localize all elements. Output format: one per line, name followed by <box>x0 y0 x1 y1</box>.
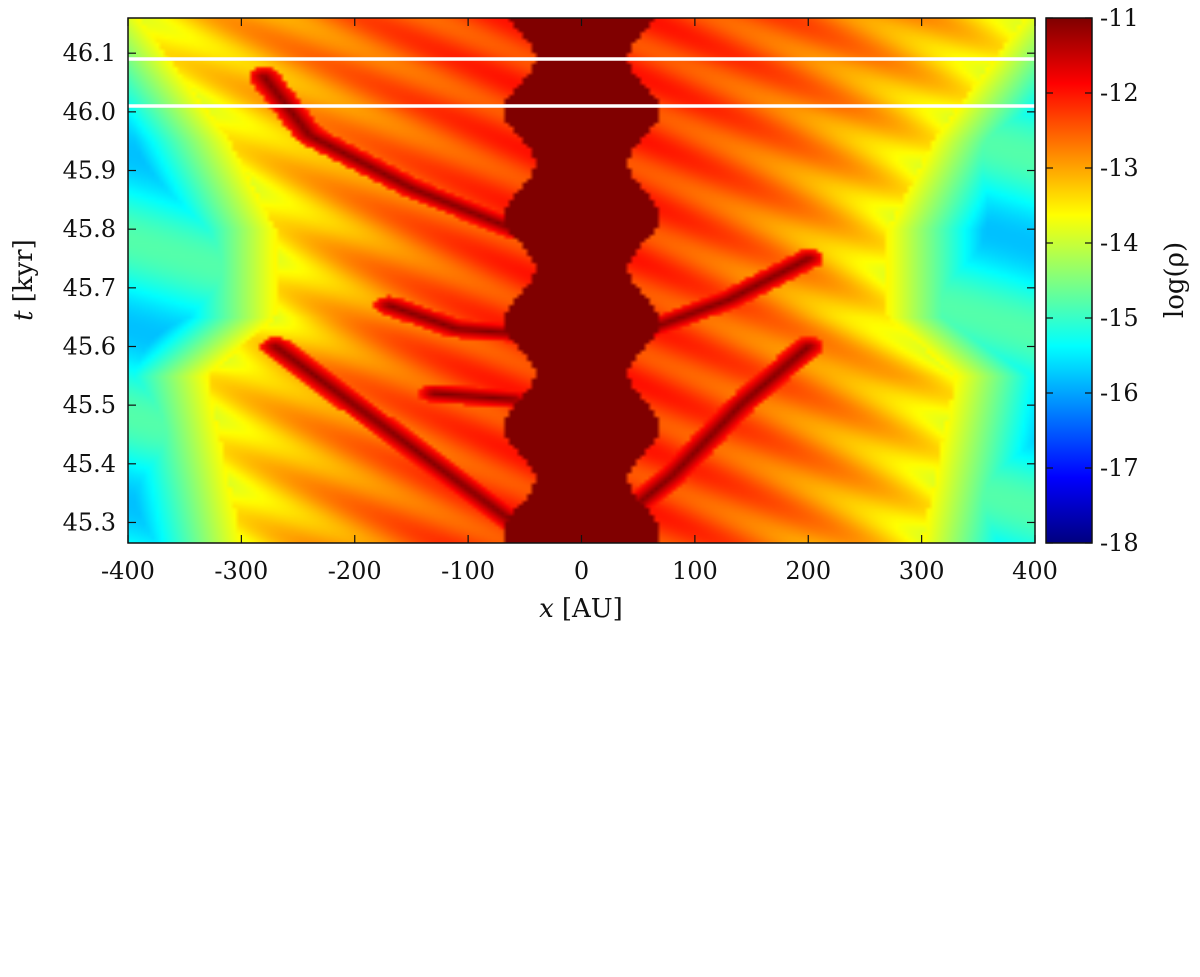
colorbar-tick-label: -15 <box>1100 304 1139 332</box>
x-tick-label: -300 <box>214 557 268 585</box>
x-tick-label: 200 <box>785 557 831 585</box>
colorbar-tick-label: -18 <box>1100 529 1139 557</box>
x-axis-ticks: -400 -300 -200 -100 0 100 200 300 400 <box>101 18 1058 585</box>
y-tick-label: 45.8 <box>63 215 116 243</box>
y-tick-label: 45.5 <box>63 391 116 419</box>
x-tick-label: 0 <box>574 557 589 585</box>
x-tick-label: 400 <box>1012 557 1058 585</box>
y-axis-title: t[kyr] <box>9 239 39 321</box>
y-tick-label: 45.3 <box>63 508 116 536</box>
y-tick-label: 46.0 <box>63 98 116 126</box>
colorbar-ticks: -11 -12 -13 -14 -15 -16 -17 -18 <box>1046 4 1139 557</box>
x-tick-label: -100 <box>441 557 495 585</box>
x-tick-label: 100 <box>672 557 718 585</box>
colorbar-tick-label: -12 <box>1100 79 1139 107</box>
x-axis-title: x [AU] <box>539 594 623 624</box>
y-tick-label: 45.9 <box>63 157 116 185</box>
x-tick-label: -200 <box>328 557 382 585</box>
y-axis-ticks: 45.3 45.4 45.5 45.6 45.7 45.8 45.9 46.0 46.1 <box>63 39 1035 536</box>
y-tick-label: 45.6 <box>63 332 116 360</box>
x-tick-label: 300 <box>899 557 945 585</box>
colorbar-gradient <box>1045 17 1093 544</box>
y-tick-label: 46.1 <box>63 39 116 67</box>
y-tick-label: 45.7 <box>63 274 116 302</box>
heatmap-plot-area: -400 -300 -200 -100 0 100 200 300 400 45.345.445… <box>63 17 1058 585</box>
colorbar-tick-label: -16 <box>1100 379 1139 407</box>
colorbar: -11 -12 -13 -14 -15 -16 -17 -18 log(ρ) <box>1045 4 1190 557</box>
colorbar-tick-label: -17 <box>1100 454 1139 482</box>
highlight-lines <box>128 57 1035 108</box>
colorbar-tick-label: -11 <box>1100 4 1139 32</box>
x-tick-label: -400 <box>101 557 155 585</box>
colorbar-label: log(ρ) <box>1160 242 1190 318</box>
colorbar-tick-label: -13 <box>1100 154 1139 182</box>
colorbar-tick-label: -14 <box>1100 229 1139 257</box>
heatmap-image <box>128 18 1035 543</box>
y-tick-label: 45.4 <box>63 450 116 478</box>
